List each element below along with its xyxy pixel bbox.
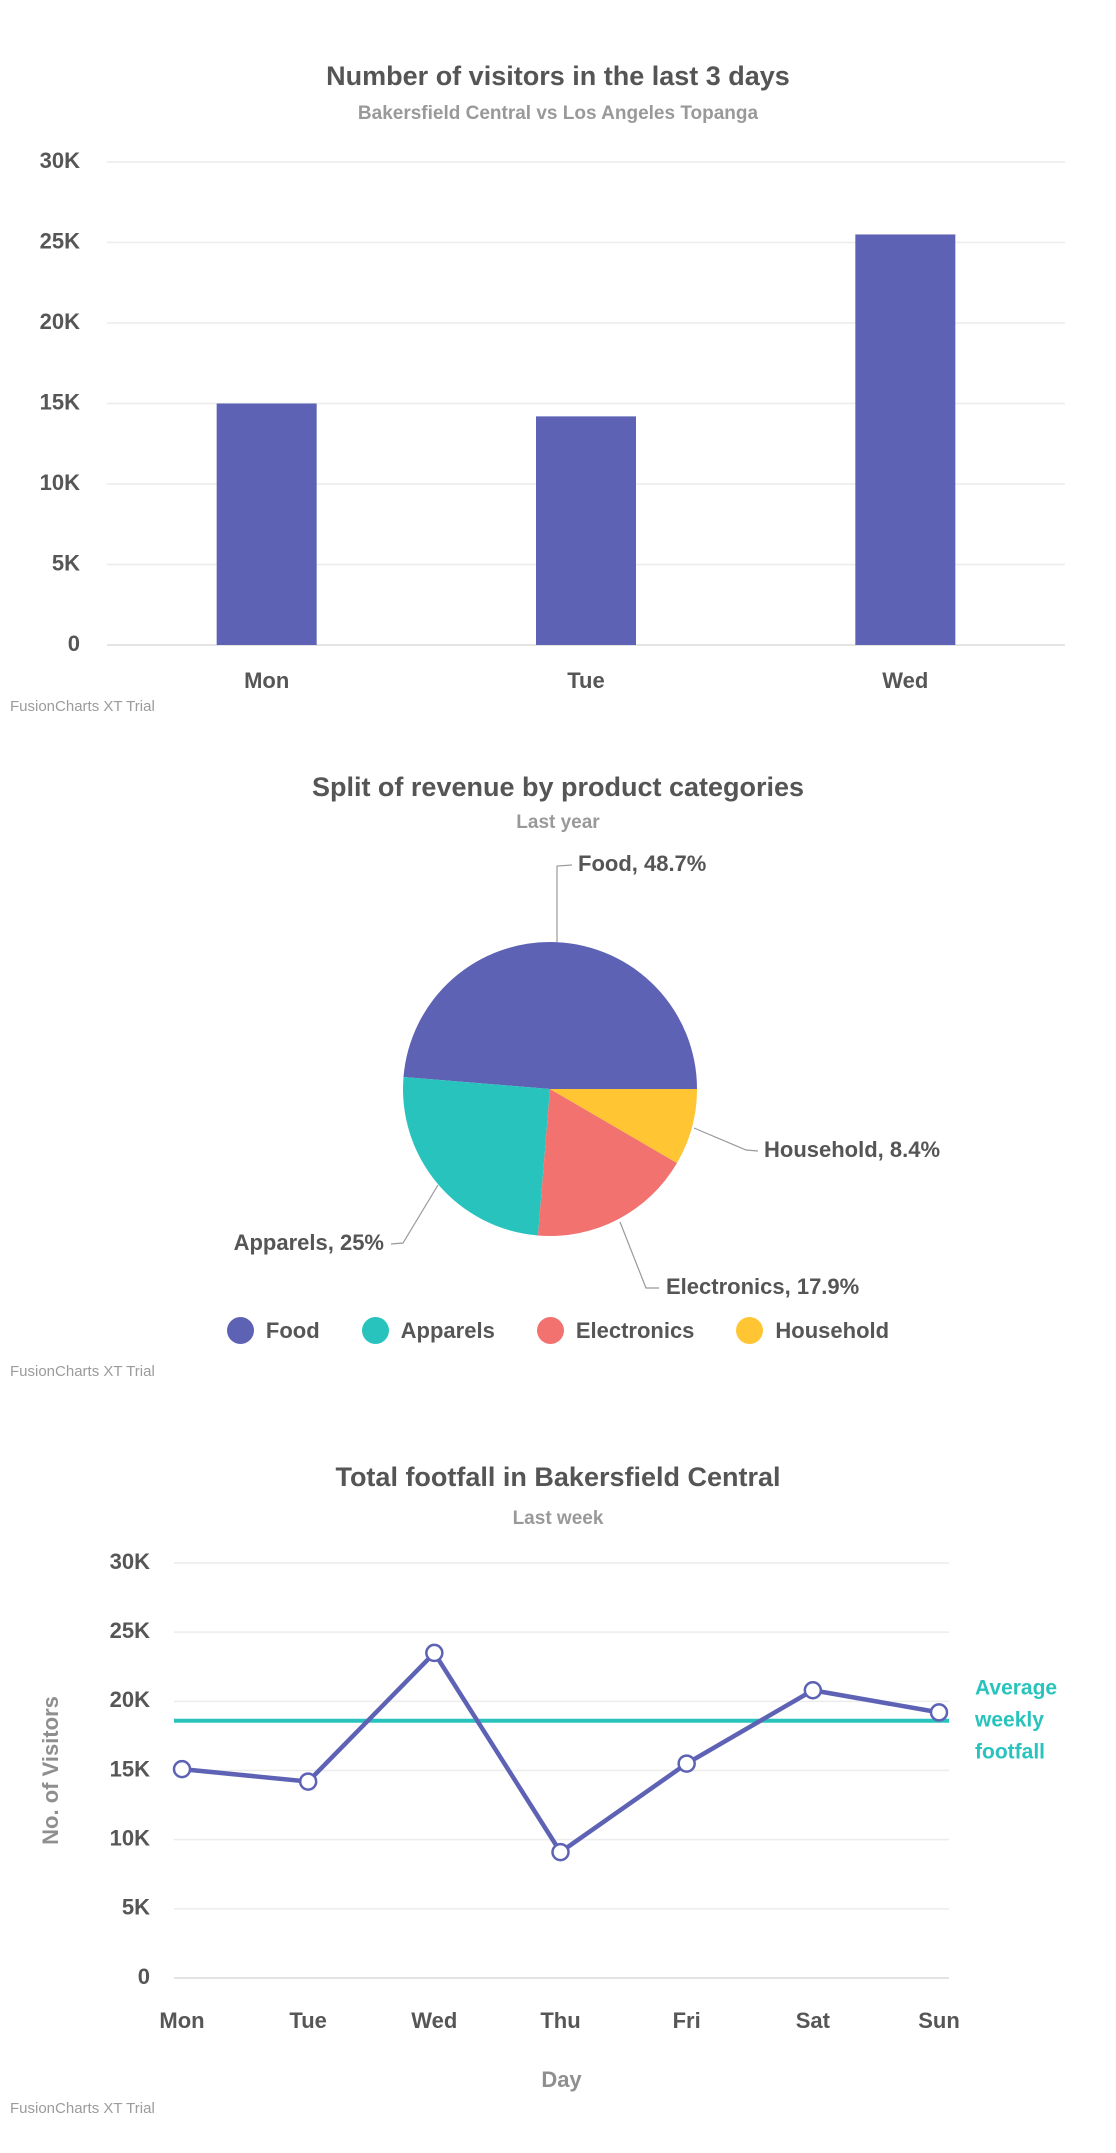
legend-label: Household: [775, 1318, 890, 1343]
line-marker-thu[interactable]: [551, 1842, 570, 1862]
legend-item-apparels[interactable]: Apparels: [361, 1317, 495, 1344]
line-plot: 0 5K 10K 15K 20K 25K 30K Mon Tue Wed Thu Fri Sat Sun D…: [38, 1549, 1057, 2092]
trendline-label: Average weekly footfall: [974, 1676, 1057, 1763]
line-y-tick-label: 25K: [110, 1618, 150, 1643]
bar-y-tick-label: 10K: [40, 470, 80, 495]
pie-chart-subtitle: Last year: [516, 812, 600, 833]
legend-swatch-icon: [226, 1317, 254, 1344]
bar-y-tick-label: 20K: [40, 309, 80, 334]
bar-x-label: Mon: [244, 668, 289, 693]
bar-y-tick-label: 30K: [40, 148, 80, 173]
bar-x-label: Wed: [882, 668, 928, 693]
line-marker-mon[interactable]: [172, 1759, 192, 1779]
legend-swatch-icon: [736, 1317, 764, 1344]
legend-label: Food: [265, 1318, 320, 1343]
line-x-label: Fri: [673, 2008, 701, 2033]
line-x-label: Sat: [796, 2008, 831, 2033]
line-y-tick-label: 15K: [110, 1756, 150, 1781]
fusioncharts-trial-watermark: FusionCharts XT Trial: [10, 2100, 155, 2117]
legend-swatch-icon: [361, 1317, 389, 1344]
bar-y-tick-label: 0: [68, 631, 80, 656]
line-marker-fri[interactable]: [677, 1754, 696, 1773]
line-chart-title: Total footfall in Bakersfield Central: [335, 1462, 781, 1492]
bar-mon[interactable]: [216, 403, 317, 646]
footfall-line: [179, 1650, 942, 1855]
line-x-label: Mon: [159, 2008, 204, 2033]
pie-slice-electronics[interactable]: [538, 1089, 677, 1236]
line-x-label: Tue: [289, 2008, 326, 2033]
bar-x-label: Tue: [567, 668, 604, 693]
line-chart-subtitle: Last week: [512, 1508, 604, 1529]
line-marker-sat[interactable]: [803, 1681, 823, 1700]
legend-item-electronics[interactable]: Electronics: [536, 1317, 695, 1344]
fusioncharts-trial-watermark: FusionCharts XT Trial: [10, 1363, 155, 1380]
y-axis-title: No. of Visitors: [38, 1696, 63, 1845]
pie-callout-line-electronics: [619, 1221, 659, 1289]
pie-chart-title: Split of revenue by product categories: [311, 772, 805, 802]
line-y-tick-label: 20K: [110, 1687, 150, 1712]
legend-label: Apparels: [400, 1318, 495, 1343]
line-y-tick-label: 10K: [110, 1825, 150, 1850]
revenue-pie-chart-section: Split of revenue by product categories L…: [0, 730, 1116, 1390]
pie-callout-label-household: Household, 8.4%: [764, 1137, 940, 1162]
line-marker-wed[interactable]: [425, 1643, 444, 1663]
pie-callout-label-electronics: Electronics, 17.9%: [666, 1274, 859, 1299]
pie-slice-household[interactable]: [550, 1089, 697, 1164]
line-x-label: Sun: [918, 2008, 960, 2033]
bar-chart-title: Number of visitors in the last 3 days: [326, 61, 790, 91]
bar-tue[interactable]: [536, 416, 636, 645]
line-x-label: Wed: [411, 2008, 457, 2033]
bar-y-tick-label: 5K: [52, 550, 80, 575]
x-axis-title: Day: [541, 2067, 582, 2092]
bar-y-tick-label: 15K: [40, 389, 80, 414]
pie-callout-label-food: Food, 48.7%: [578, 851, 706, 876]
footfall-line-chart-section: Total footfall in Bakersfield Central La…: [0, 1390, 1116, 2153]
fusioncharts-trial-watermark: FusionCharts XT Trial: [10, 698, 155, 715]
pie-legend: Food Apparels Electronics Household: [0, 1317, 1116, 1344]
line-y-tick-label: 0: [138, 1964, 150, 1989]
pie-plot: Food, 48.7% Apparels, 25% Electronics, 17.…: [234, 851, 940, 1299]
pie-callout-line-household: [693, 1127, 759, 1152]
pie-slice-apparels[interactable]: [403, 1077, 550, 1236]
line-y-tick-label: 30K: [110, 1549, 150, 1574]
line-x-label: Thu: [540, 2008, 580, 2033]
bar-wed[interactable]: [855, 234, 956, 645]
pie-callout-label-apparels: Apparels, 25%: [234, 1230, 384, 1255]
legend-label: Electronics: [575, 1318, 695, 1343]
bar-plot: 0 5K 10K 15K 20K 25K 30K Mon Tue Wed: [40, 148, 1065, 693]
legend-item-household[interactable]: Household: [736, 1317, 889, 1344]
line-marker-tue[interactable]: [298, 1772, 318, 1791]
visitors-bar-chart-section: Number of visitors in the last 3 days Ba…: [0, 0, 1116, 730]
bar-chart-subtitle: Bakersfield Central vs Los Angeles Topan…: [357, 103, 759, 124]
legend-swatch-icon: [536, 1317, 564, 1344]
pie-slice-food[interactable]: [403, 941, 697, 1089]
line-marker-sun[interactable]: [929, 1703, 949, 1722]
pie-callout-line-food: [556, 864, 573, 942]
line-y-tick-label: 5K: [122, 1895, 150, 1920]
bar-y-tick-label: 25K: [40, 228, 80, 253]
legend-item-food[interactable]: Food: [226, 1317, 320, 1344]
pie-callout-line-apparels: [390, 1184, 439, 1245]
